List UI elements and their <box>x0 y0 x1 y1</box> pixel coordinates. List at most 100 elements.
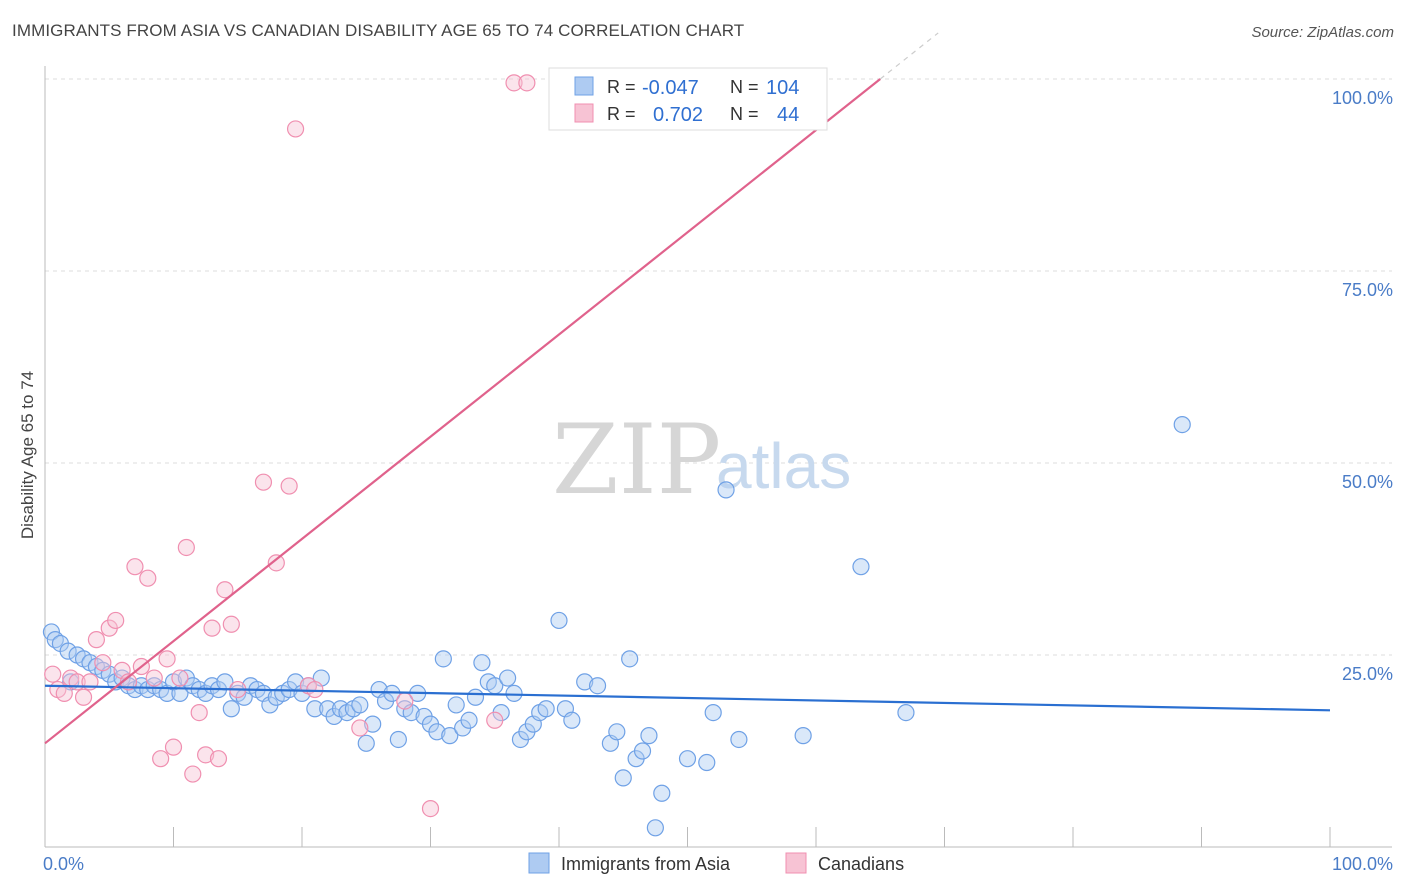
point-0-3 <box>59 642 77 660</box>
point-1-26 <box>209 750 228 768</box>
point-1-22 <box>184 765 202 783</box>
point-0-94 <box>704 703 722 722</box>
point-0-96 <box>730 730 748 749</box>
point-1-30 <box>254 473 273 491</box>
point-1-34 <box>306 680 324 699</box>
point-1-28 <box>222 615 240 633</box>
axes <box>44 66 1392 848</box>
point-1-32 <box>280 477 298 495</box>
y-tick-label-2: 75.0% <box>1342 280 1393 300</box>
source-note: Source: ZipAtlas.com <box>1251 24 1394 41</box>
point-1-19 <box>164 738 183 756</box>
point-0-95 <box>717 481 735 499</box>
point-1-2 <box>55 684 73 703</box>
point-0-63 <box>447 696 465 714</box>
series-legend: Immigrants from Asia Canadians <box>528 852 904 874</box>
point-0-84 <box>608 723 626 741</box>
watermark: ZIP atlas <box>552 404 851 516</box>
series-0-points <box>42 416 1191 837</box>
point-1-36 <box>396 692 414 710</box>
point-1-15 <box>139 569 157 587</box>
point-0-85 <box>614 769 632 787</box>
point-1-39 <box>505 74 523 92</box>
point-1-37 <box>421 799 440 818</box>
point-0-67 <box>473 654 491 672</box>
point-0-41 <box>306 700 324 718</box>
point-1-35 <box>351 719 369 737</box>
point-0-72 <box>505 684 523 703</box>
point-1-17 <box>152 750 170 768</box>
point-0-66 <box>466 688 485 706</box>
y-tick-labels: 25.0% 50.0% 75.0% 100.0% <box>1332 88 1393 684</box>
watermark-zip: ZIP <box>552 404 721 516</box>
point-1-43 <box>286 120 305 138</box>
legend-label-asia: Immigrants from Asia <box>561 854 731 874</box>
point-0-91 <box>653 784 671 802</box>
point-0-62 <box>441 727 459 745</box>
point-1-18 <box>158 650 176 668</box>
stats-n-value-canadians: 44 <box>777 104 799 126</box>
trend-line-0 <box>44 684 1331 712</box>
point-0-92 <box>678 750 697 768</box>
point-1-5 <box>74 688 93 706</box>
point-0-80 <box>563 711 581 729</box>
y-tick-label-3: 100.0% <box>1332 88 1393 108</box>
point-1-31 <box>267 554 285 572</box>
x-tick-labels: 0.0% 100.0% <box>43 854 1393 874</box>
point-1-13 <box>126 558 144 576</box>
point-0-86 <box>621 650 639 668</box>
point-0-90 <box>646 819 664 837</box>
y-tick-label-1: 50.0% <box>1342 472 1393 492</box>
point-1-16 <box>145 669 163 687</box>
stats-r-label-asia: R = <box>607 77 636 97</box>
point-0-71 <box>499 669 517 687</box>
point-0-93 <box>698 753 716 772</box>
point-0-99 <box>897 703 915 722</box>
y-tick-label-0: 25.0% <box>1342 664 1393 684</box>
point-1-24 <box>197 746 215 764</box>
point-0-97 <box>794 727 812 745</box>
point-0-82 <box>588 677 607 695</box>
point-0-60 <box>428 723 446 741</box>
point-1-7 <box>87 631 106 649</box>
point-0-89 <box>640 727 658 745</box>
point-0-61 <box>434 650 452 668</box>
point-0-88 <box>633 742 652 760</box>
point-1-25 <box>203 619 221 637</box>
stats-n-value-asia: 104 <box>766 77 799 99</box>
point-0-28 <box>222 700 240 718</box>
trend-line-1 <box>44 78 881 745</box>
legend-swatch-asia <box>528 852 550 874</box>
point-0-77 <box>537 700 555 718</box>
watermark-atlas: atlas <box>716 430 851 502</box>
point-0-48 <box>351 696 369 714</box>
point-1-0 <box>44 665 62 683</box>
point-1-27 <box>216 581 234 599</box>
point-0-78 <box>550 611 568 630</box>
stats-box-frame <box>548 67 828 131</box>
stats-box: R = -0.047 N = 104 R = 0.702 N = 44 <box>548 67 828 131</box>
grid-lines <box>45 78 1392 656</box>
point-0-100 <box>1173 416 1191 434</box>
point-1-40 <box>518 74 536 92</box>
x-tick-label-end: 100.0% <box>1332 854 1393 874</box>
stats-swatch-canadians <box>574 103 594 123</box>
y-axis-label: Disability Age 65 to 74 <box>18 371 37 539</box>
point-1-20 <box>171 669 189 687</box>
point-0-65 <box>460 711 478 729</box>
x-tick-label-start: 0.0% <box>43 854 84 874</box>
stats-r-value-asia: -0.047 <box>642 77 699 99</box>
point-0-49 <box>357 734 375 752</box>
stats-r-label-canadians: R = <box>607 104 636 124</box>
point-1-23 <box>190 703 208 722</box>
stats-n-label-asia: N = <box>730 77 759 97</box>
point-0-98 <box>852 558 870 576</box>
legend-swatch-canadians <box>785 852 807 874</box>
point-1-10 <box>107 611 125 630</box>
point-1-38 <box>486 711 504 729</box>
stats-n-label-canadians: N = <box>730 104 759 124</box>
trend-lines <box>44 32 1331 745</box>
point-0-50 <box>364 715 382 733</box>
point-1-8 <box>94 654 112 672</box>
